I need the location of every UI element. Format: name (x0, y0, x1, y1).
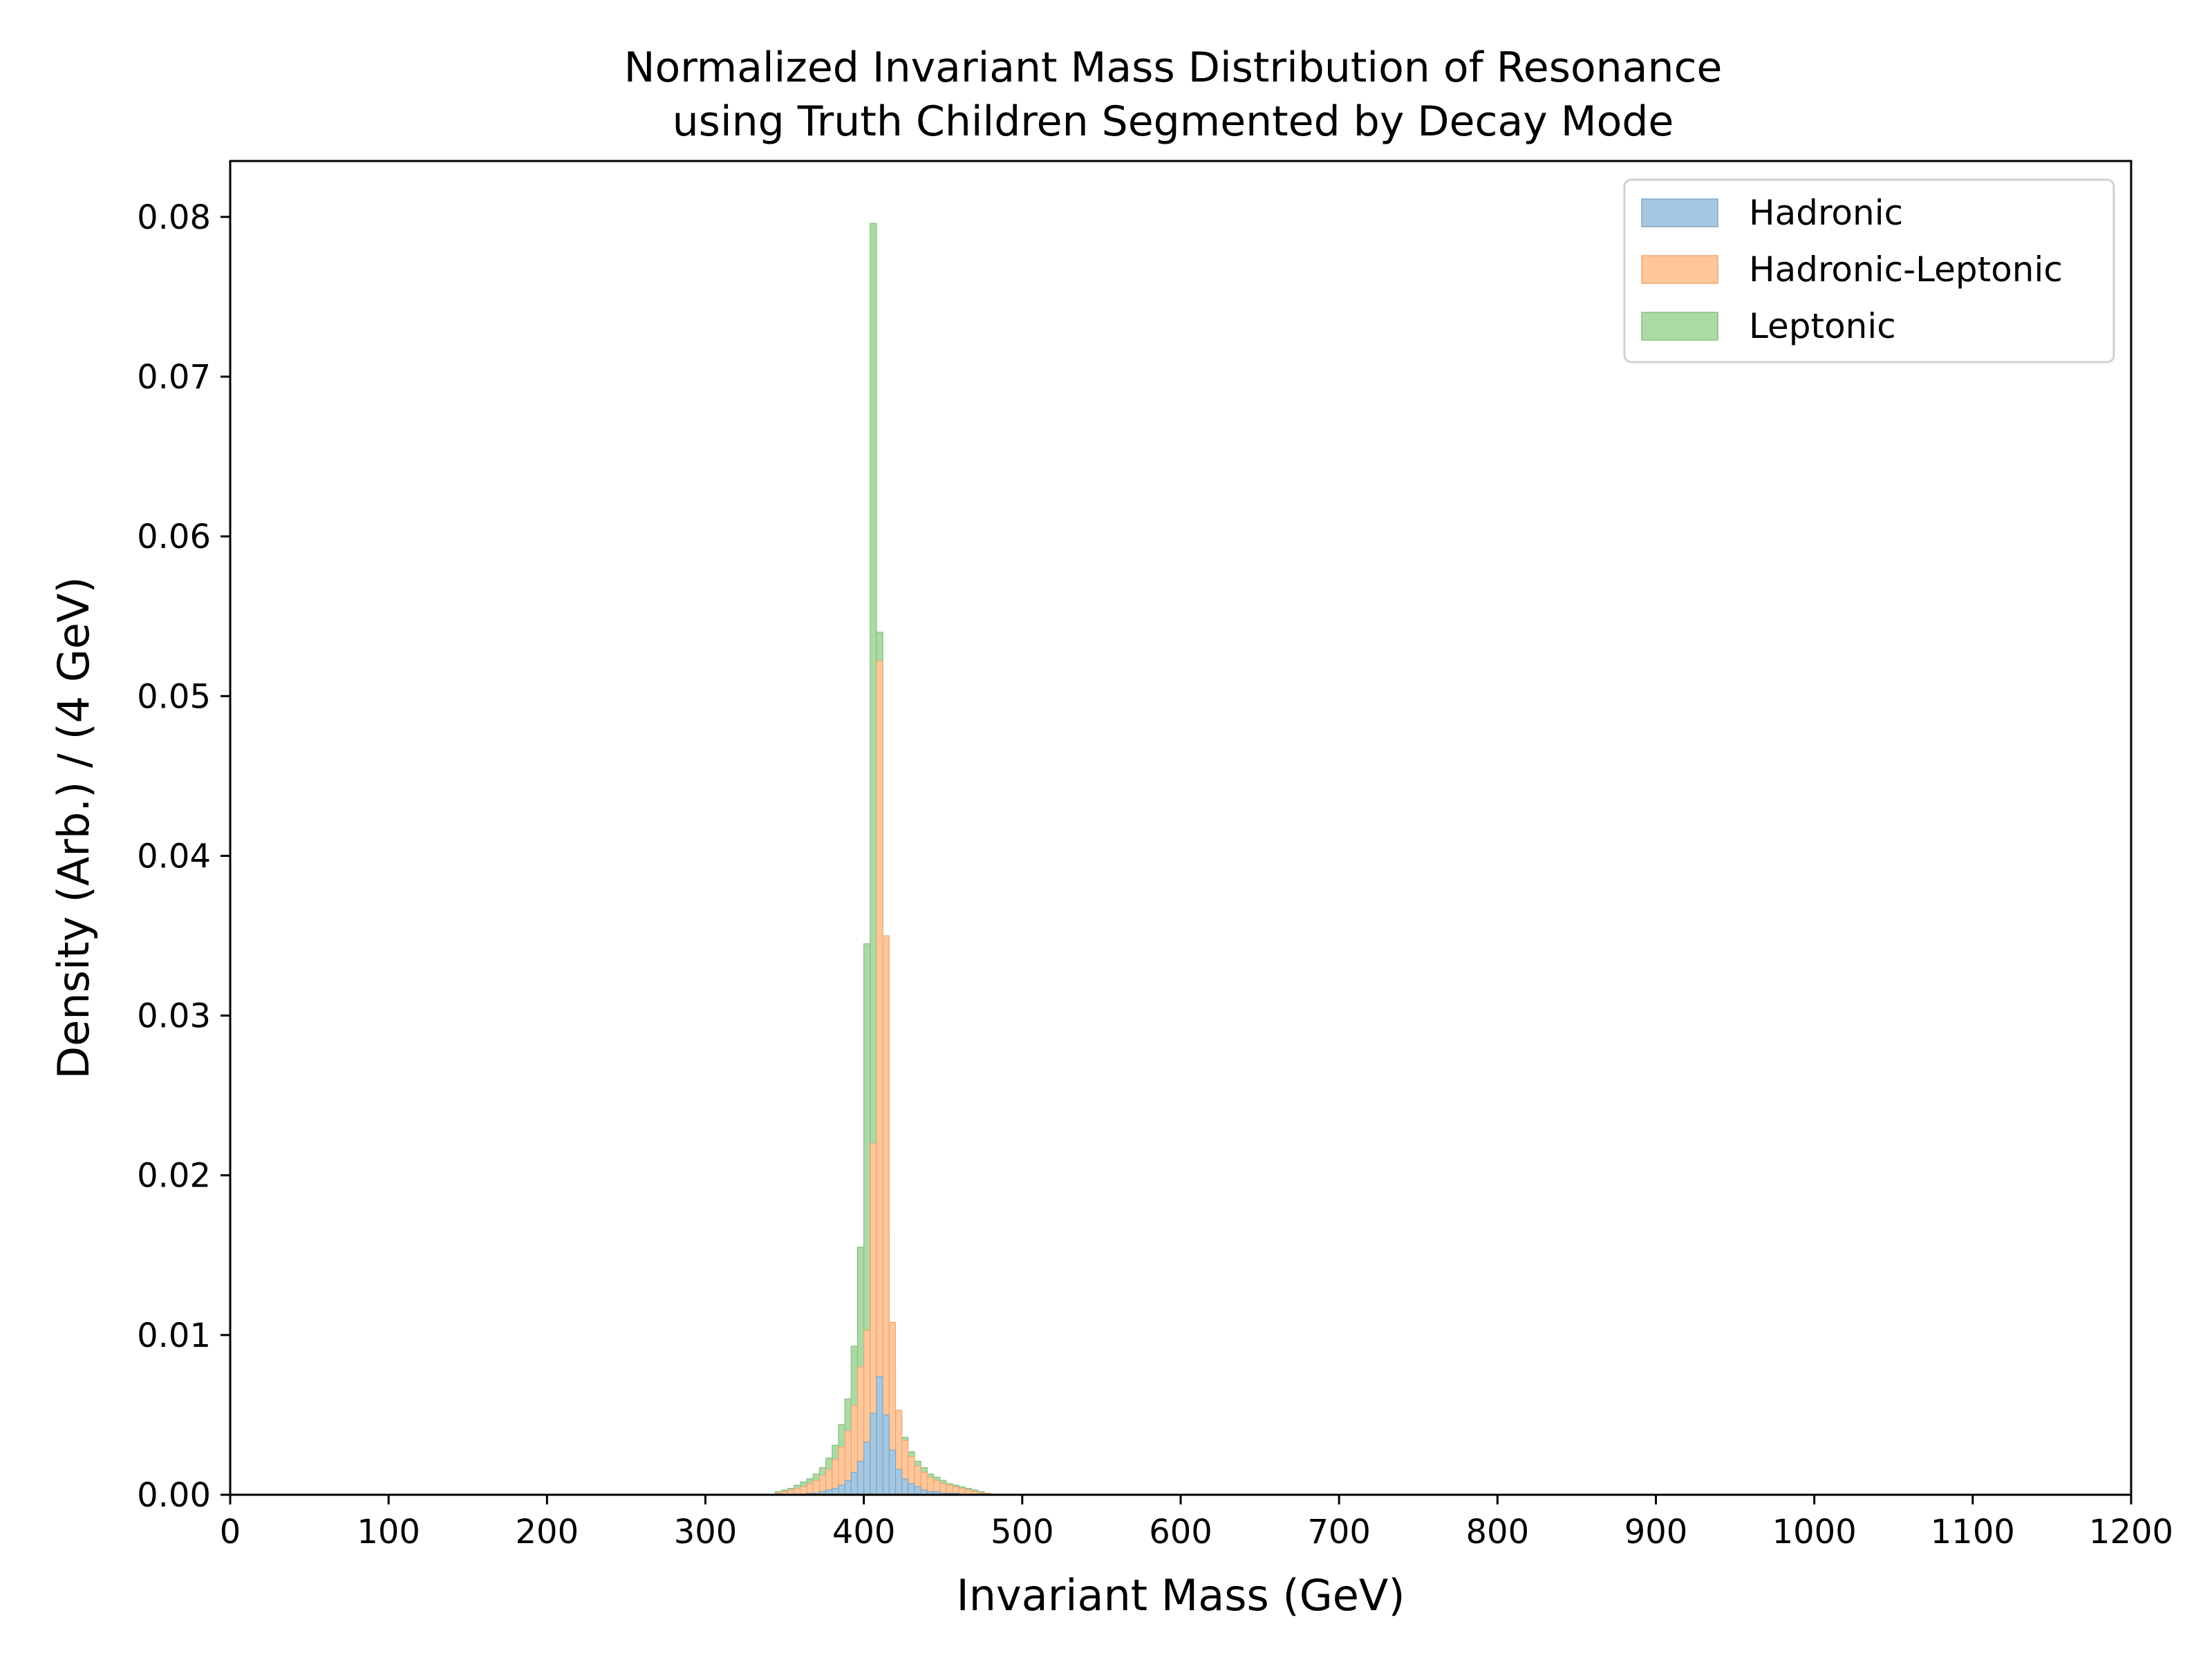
x-tick-label-900: 900 (1624, 1513, 1688, 1551)
chart-title-line-2: using Truth Children Segmented by Decay … (673, 97, 1674, 146)
x-tick-label-0: 0 (220, 1513, 241, 1551)
legend: Hadronic Hadronic-Leptonic Leptonic (1623, 178, 2115, 363)
y-tick-label-0.04: 0.04 (137, 837, 211, 876)
y-tick-label-0.01: 0.01 (137, 1316, 211, 1355)
y-axis-ticks: 0.00 0.01 0.02 0.03 0.04 0.05 0.06 0.07 0.08 (137, 198, 230, 1515)
bar-hadronic-bin-400 (863, 1442, 871, 1495)
plot-area (230, 161, 2131, 1495)
x-tick-label-300: 300 (674, 1513, 738, 1551)
bars-layer (774, 223, 991, 1495)
x-tick-label-800: 800 (1466, 1513, 1530, 1551)
bar-hadronic-bin-432 (914, 1486, 921, 1495)
y-tick-label-0.03: 0.03 (137, 997, 211, 1036)
legend-swatch-hadronic-leptonic (1641, 255, 1718, 284)
legend-swatch-leptonic (1641, 312, 1718, 341)
bar-hadronic-bin-392 (850, 1472, 859, 1495)
bar-hadronic-bin-404 (870, 1413, 877, 1495)
legend-box (1623, 178, 2115, 363)
y-tick-label-0.07: 0.07 (137, 358, 211, 397)
y-axis-label: Density (Arb.) / (4 GeV) (48, 576, 99, 1079)
bar-hadronic-bin-384 (838, 1484, 845, 1495)
legend-label-hadronic-leptonic: Hadronic-Leptonic (1749, 249, 2063, 290)
legend-label-leptonic: Leptonic (1749, 306, 1896, 346)
y-tick-label-0.05: 0.05 (137, 677, 211, 716)
x-tick-label-200: 200 (516, 1513, 579, 1551)
x-tick-label-100: 100 (357, 1513, 420, 1551)
x-tick-label-400: 400 (832, 1513, 896, 1551)
bar-hadronic-leptonic-bin-368 (812, 1480, 821, 1495)
bar-hadronic-bin-420 (894, 1469, 903, 1495)
bar-hadronic-bin-408 (876, 1376, 883, 1495)
x-axis-label: Invariant Mass (GeV) (956, 1570, 1405, 1621)
x-axis-ticks: 0 100 200 300 400 500 600 700 800 900 1000 1100 1200 (220, 1495, 2173, 1551)
bar-hadronic-leptonic-bin-360 (800, 1486, 807, 1495)
chart-title-line-1: Normalized Invariant Mass Distribution o… (624, 44, 1723, 92)
legend-label-hadronic: Hadronic (1749, 193, 1903, 233)
bar-hadronic-bin-388 (844, 1480, 852, 1495)
x-tick-label-600: 600 (1149, 1513, 1212, 1551)
x-tick-label-500: 500 (991, 1513, 1054, 1551)
x-tick-label-1200: 1200 (2089, 1513, 2173, 1551)
x-tick-label-1000: 1000 (1772, 1513, 1857, 1551)
x-tick-label-1100: 1100 (1931, 1513, 2015, 1551)
bar-hadronic-bin-416 (888, 1449, 897, 1495)
legend-swatch-hadronic (1641, 198, 1718, 227)
bar-hadronic-bin-428 (908, 1483, 915, 1495)
bar-hadronic-leptonic-bin-408 (876, 660, 883, 1495)
y-tick-label-0.08: 0.08 (137, 198, 211, 237)
bar-hadronic-bin-396 (856, 1460, 865, 1495)
y-tick-label-0.06: 0.06 (137, 518, 211, 556)
bar-hadronic-bin-424 (901, 1478, 909, 1495)
y-tick-label-0.00: 0.00 (137, 1476, 211, 1515)
y-tick-label-0.02: 0.02 (137, 1157, 211, 1196)
x-tick-label-700: 700 (1307, 1513, 1371, 1551)
bar-hadronic-bin-412 (882, 1414, 890, 1495)
bar-hadronic-leptonic-bin-412 (882, 935, 890, 1495)
